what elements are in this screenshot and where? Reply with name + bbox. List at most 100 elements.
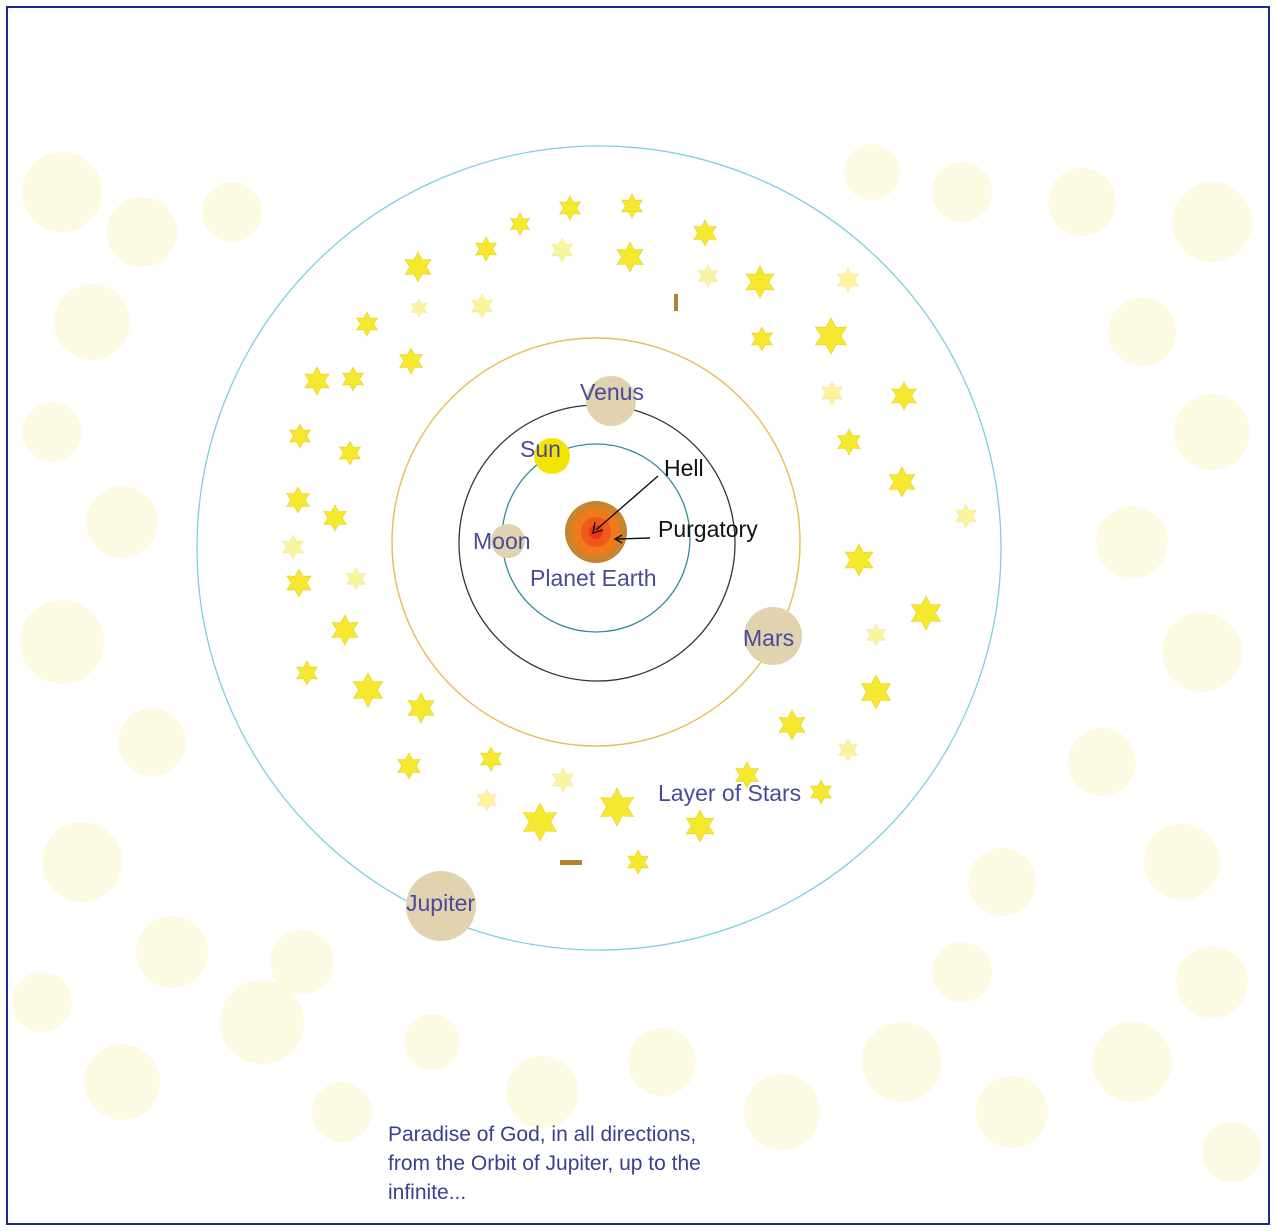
star-shape	[480, 746, 502, 772]
star-shape	[331, 614, 359, 646]
paradise-blob	[22, 152, 102, 232]
moon-planet	[491, 524, 525, 558]
star-shape	[471, 293, 493, 319]
star-shape	[685, 809, 715, 843]
mars-label: Mars	[743, 625, 794, 651]
star-shape	[697, 264, 719, 288]
star-shape	[404, 251, 432, 283]
paradise-blob	[1108, 298, 1176, 366]
paradise-blob	[107, 197, 177, 267]
paradise-blob	[1176, 946, 1248, 1018]
paradise-blob	[932, 942, 992, 1002]
jupiter-label: Jupiter	[406, 890, 475, 916]
purgatory-arrow	[615, 537, 651, 540]
paradise-blob	[12, 972, 72, 1032]
caption-line: Paradise of God, in all directions,	[388, 1123, 697, 1146]
paradise-blob	[1092, 1022, 1172, 1102]
star-shape	[837, 738, 859, 762]
cosmology-diagram: Venus Sun Hell Purgatory Moon Planet Ear…	[12, 144, 1262, 1182]
star-shape	[397, 752, 421, 780]
paradise-blob	[84, 1044, 160, 1120]
caption-line: from the Orbit of Jupiter, up to the	[388, 1152, 701, 1175]
star-layer	[282, 193, 977, 875]
paradise-blob	[1048, 168, 1116, 236]
star-shape	[352, 672, 384, 708]
paradise-blob	[1162, 612, 1242, 692]
star-shape	[296, 660, 318, 686]
paradise-blob	[862, 1022, 942, 1102]
star-shape	[410, 298, 428, 318]
mars-planet	[744, 607, 802, 665]
star-shape	[323, 504, 347, 532]
paradise-blob	[1202, 1122, 1262, 1182]
star-shape	[342, 366, 364, 392]
star-shape	[837, 267, 859, 293]
paradise-blob	[136, 916, 208, 988]
star-shape	[552, 767, 574, 793]
hell-arrowhead	[592, 521, 604, 534]
star-shape	[599, 787, 635, 827]
paradise-blob	[20, 600, 104, 684]
star-shape	[810, 779, 832, 805]
star-shape	[407, 692, 435, 724]
paradise-blob	[968, 848, 1036, 916]
planet-earth-label: Planet Earth	[530, 565, 657, 591]
paradise-blob	[270, 930, 334, 994]
caption-line: infinite...	[388, 1181, 467, 1204]
star-shape	[282, 534, 304, 560]
hell-arrow	[595, 475, 659, 531]
paradise-blob	[506, 1056, 578, 1128]
paradise-blob	[42, 822, 122, 902]
star-shape	[837, 428, 861, 456]
star-shape	[891, 381, 917, 411]
star-shape	[551, 237, 573, 263]
paradise-blob	[628, 1028, 696, 1096]
star-shape	[621, 193, 643, 219]
paradise-background	[12, 144, 1262, 1182]
paradise-caption: Paradise of God, in all directions, from…	[388, 1120, 808, 1207]
star-shape	[289, 423, 311, 449]
star-shape	[476, 788, 498, 812]
star-shape	[509, 212, 531, 236]
paradise-blob	[932, 162, 992, 222]
layer-of-stars-label: Layer of Stars	[658, 780, 801, 806]
paradise-blob	[844, 144, 900, 200]
star-shape	[627, 849, 649, 875]
paradise-blob	[744, 1074, 820, 1150]
paradise-blob	[404, 1014, 460, 1070]
purgatory-label: Purgatory	[658, 516, 758, 542]
marker-top	[674, 294, 678, 311]
star-shape	[745, 265, 775, 299]
star-shape	[844, 543, 874, 577]
venus-planet	[586, 376, 636, 426]
star-shape	[304, 366, 330, 396]
paradise-blob	[1174, 394, 1250, 470]
venus-label: Venus	[580, 379, 644, 405]
star-shape	[778, 709, 806, 741]
star-shape	[735, 761, 759, 789]
star-shape	[910, 595, 942, 631]
sun-body	[534, 438, 570, 474]
paradise-blob	[22, 402, 82, 462]
hell-label: Hell	[664, 455, 704, 481]
paradise-blob	[312, 1082, 372, 1142]
paradise-blob	[118, 708, 186, 776]
purgatory-arrowhead	[613, 534, 623, 544]
paradise-blob	[202, 182, 262, 242]
star-shape	[751, 326, 773, 352]
star-shape	[339, 440, 361, 466]
star-shape	[356, 311, 378, 337]
paradise-blob	[220, 980, 304, 1064]
paradise-blob	[976, 1076, 1048, 1148]
star-shape	[286, 568, 312, 598]
star-shape	[475, 236, 497, 262]
mars-orbit	[391, 337, 801, 747]
star-shape	[955, 503, 977, 529]
star-shape	[399, 347, 423, 375]
star-shape	[865, 623, 887, 647]
star-shape	[860, 674, 892, 710]
star-shape	[616, 241, 644, 273]
paradise-blob	[54, 284, 130, 360]
paradise-blob	[1172, 182, 1252, 262]
jupiter-planet	[406, 871, 476, 941]
